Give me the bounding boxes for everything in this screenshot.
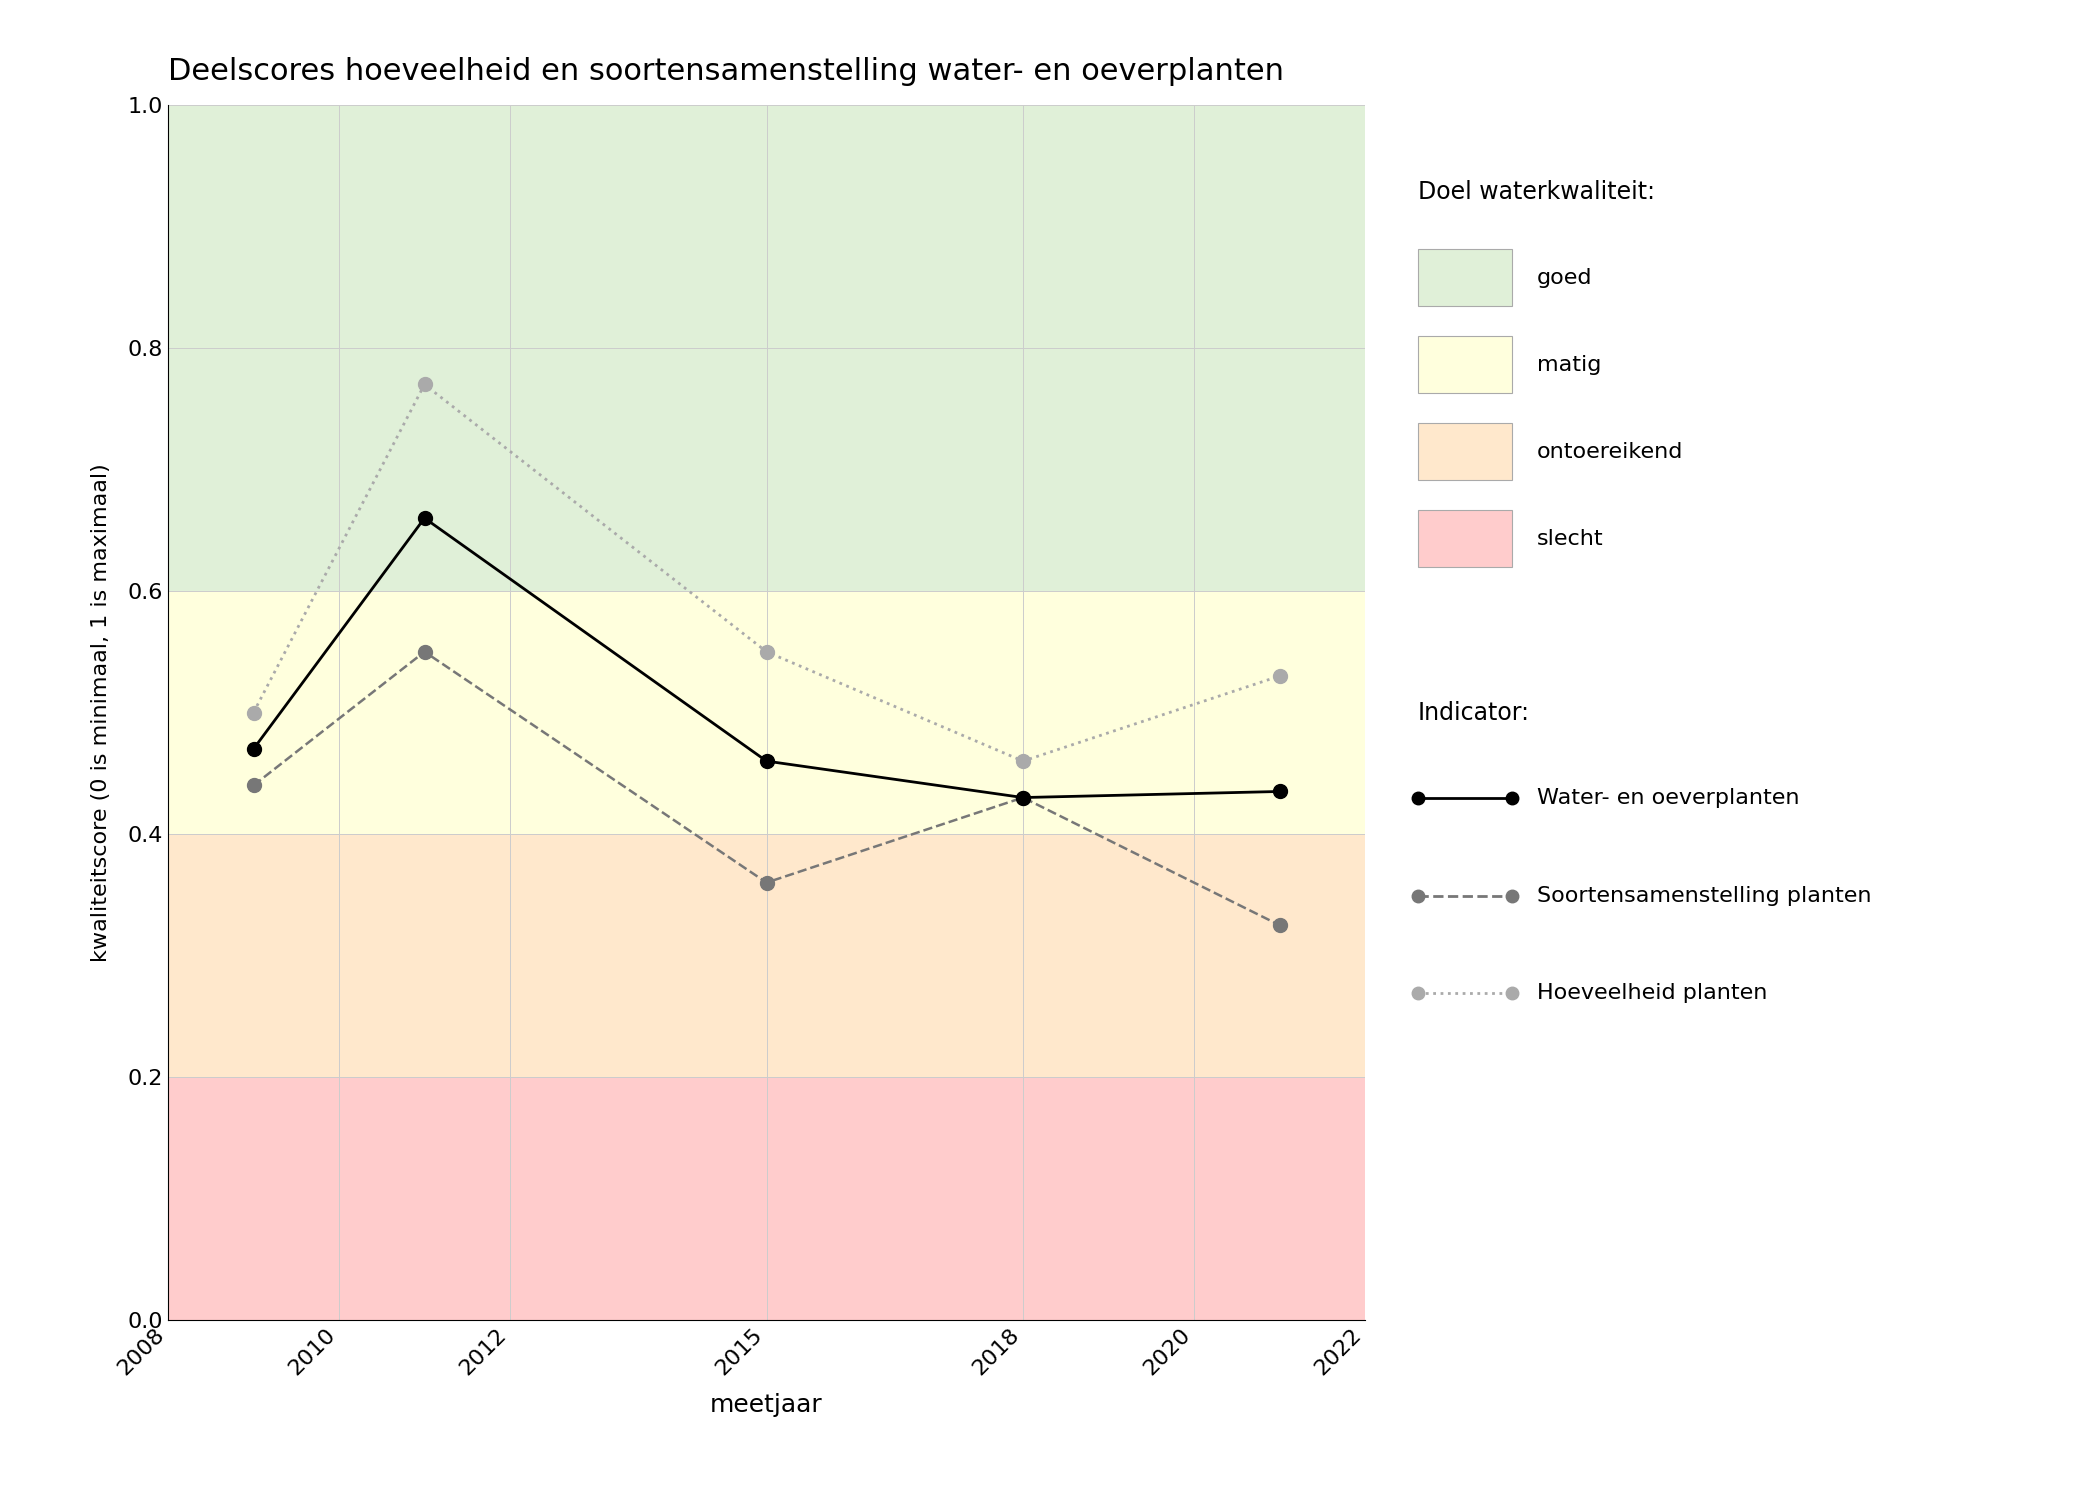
Bar: [168, 1077, 1365, 1320]
Text: slecht: slecht: [1537, 528, 1604, 549]
Text: Indicator:: Indicator:: [1418, 700, 1529, 724]
Text: matig: matig: [1537, 354, 1602, 375]
Text: Water- en oeverplanten: Water- en oeverplanten: [1537, 788, 1800, 808]
Bar: [168, 591, 1365, 834]
Text: Soortensamenstelling planten: Soortensamenstelling planten: [1537, 885, 1871, 906]
Text: Hoeveelheid planten: Hoeveelheid planten: [1537, 982, 1768, 1004]
Text: ontoereikend: ontoereikend: [1537, 441, 1684, 462]
Bar: [168, 834, 1365, 1077]
Y-axis label: kwaliteitscore (0 is minimaal, 1 is maximaal): kwaliteitscore (0 is minimaal, 1 is maxi…: [90, 464, 111, 962]
X-axis label: meetjaar: meetjaar: [710, 1394, 823, 1417]
Text: goed: goed: [1537, 267, 1592, 288]
Text: Deelscores hoeveelheid en soortensamenstelling water- en oeverplanten: Deelscores hoeveelheid en soortensamenst…: [168, 57, 1283, 86]
Text: Doel waterkwaliteit:: Doel waterkwaliteit:: [1418, 180, 1655, 204]
Bar: [168, 105, 1365, 591]
